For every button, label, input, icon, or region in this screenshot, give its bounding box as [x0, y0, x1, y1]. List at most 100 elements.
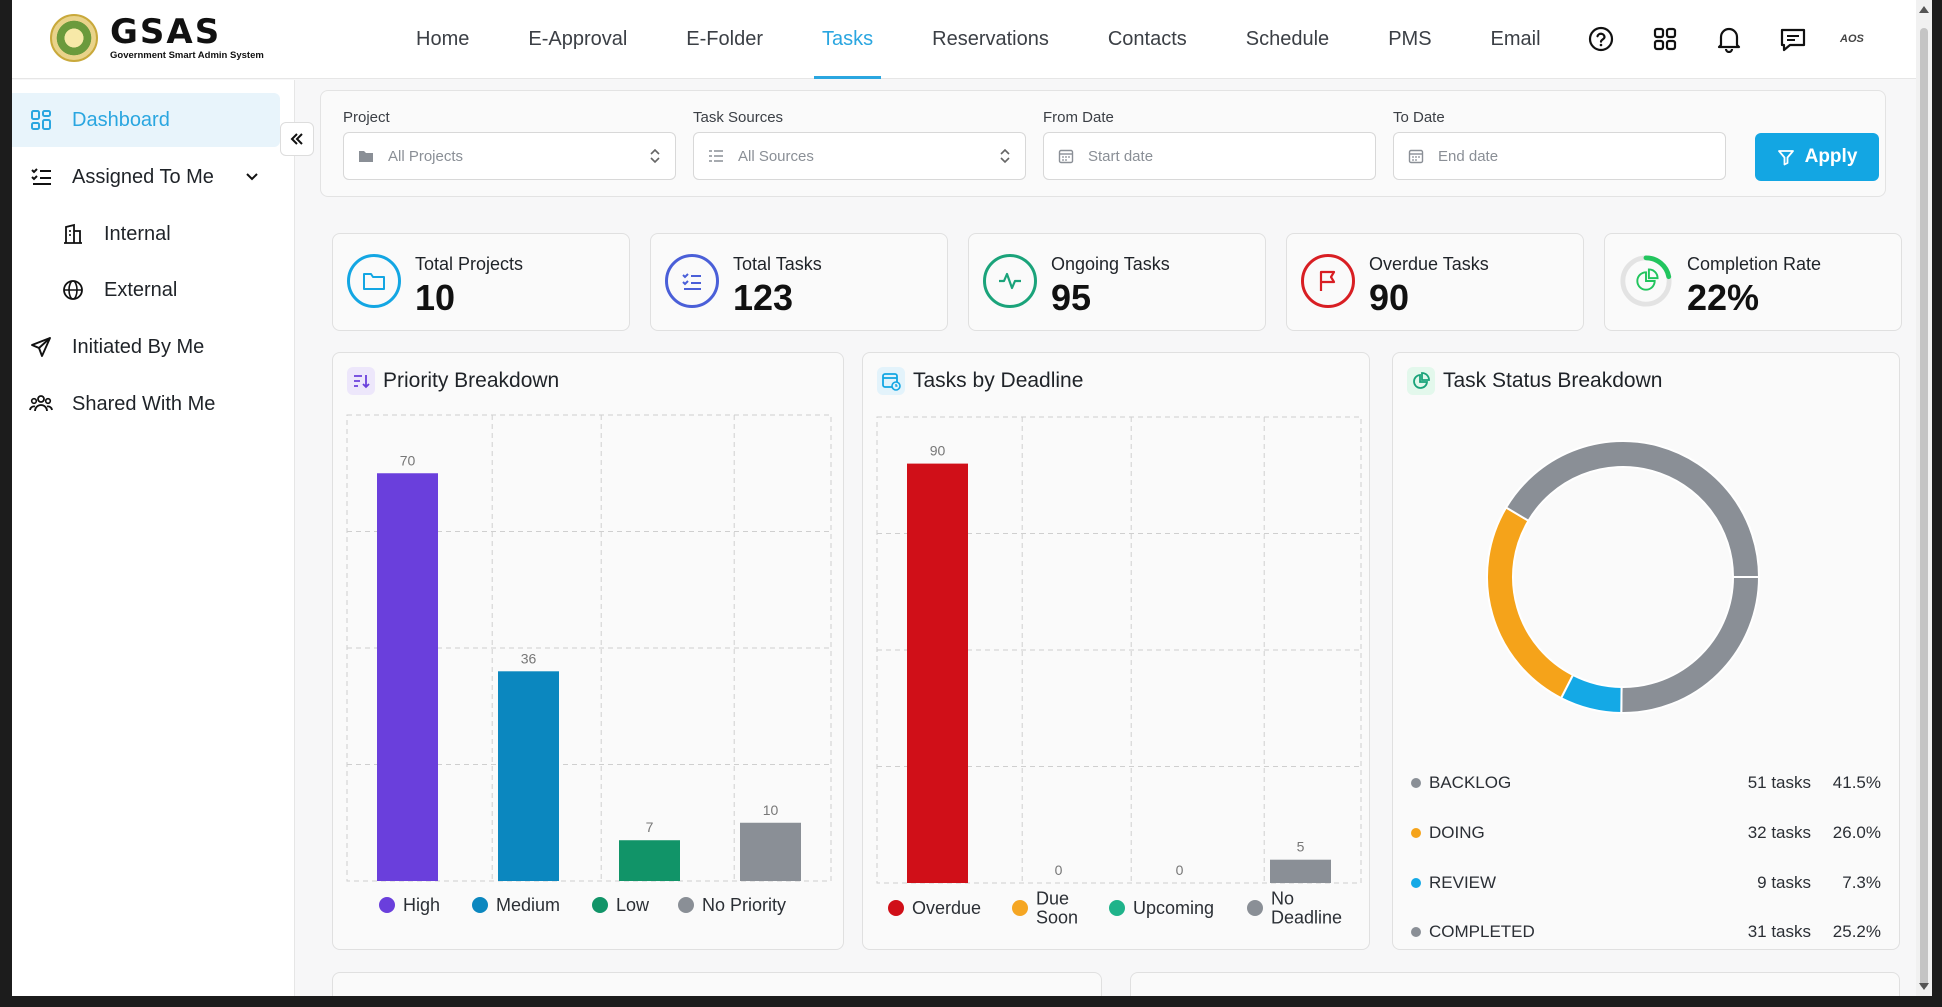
scroll-up-arrow-icon[interactable] [1919, 6, 1929, 13]
legend-label: Deadline [1271, 908, 1342, 928]
logo[interactable]: GSAS Government Smart Admin System [50, 14, 264, 62]
legend-dot [1247, 900, 1263, 916]
sidebar-item-internal[interactable]: Internal [12, 207, 280, 261]
to-date-label: To Date [1393, 109, 1445, 126]
sidebar-item-assigned-to-me[interactable]: Assigned To Me [12, 150, 280, 204]
stat-ongoing-tasks: Ongoing Tasks 95 [968, 233, 1266, 331]
page-scrollbar[interactable] [1916, 0, 1932, 996]
legend-item[interactable]: Upcoming [1109, 898, 1214, 918]
legend-dot [1411, 927, 1421, 937]
sidebar-item-shared-with-me[interactable]: Shared With Me [12, 377, 280, 431]
stat-value: 10 [415, 277, 456, 318]
legend-dot [1411, 778, 1421, 788]
legend-item[interactable]: Low [592, 895, 650, 915]
bell-icon[interactable] [1712, 22, 1746, 56]
bar[interactable] [740, 822, 801, 881]
calendar-icon [1058, 147, 1076, 165]
scroll-down-arrow-icon[interactable] [1919, 983, 1929, 990]
stat-value: 90 [1369, 277, 1410, 318]
sources-select[interactable]: All Sources [693, 132, 1026, 180]
bar-value-label: 36 [521, 650, 537, 666]
nav-home[interactable]: Home [416, 28, 470, 50]
status-percent: 26.0% [1832, 823, 1881, 842]
stat-total-tasks: Total Tasks 123 [650, 233, 948, 331]
apply-button[interactable]: Apply [1755, 133, 1879, 181]
user-avatar[interactable]: AOS [1840, 33, 1864, 45]
collapse-sidebar-button[interactable] [280, 122, 314, 156]
apps-grid-icon[interactable] [1648, 22, 1682, 56]
nav-e-approval[interactable]: E-Approval [528, 28, 628, 50]
priority-breakdown-panel: 70 36 7 10 High Medium Low No Priority Priority… [332, 352, 844, 950]
nav-e-folder[interactable]: E-Folder [686, 28, 763, 50]
scrollbar-thumb[interactable] [1920, 28, 1928, 988]
nav-schedule[interactable]: Schedule [1245, 28, 1330, 50]
stat-value: 95 [1051, 277, 1092, 318]
chat-icon[interactable] [1776, 22, 1810, 56]
nav-email[interactable]: Email [1490, 28, 1541, 50]
legend-item[interactable]: Medium [472, 895, 560, 915]
task-list-icon [665, 254, 719, 308]
legend-dot [1109, 900, 1125, 916]
donut-slice[interactable] [1504, 440, 1761, 578]
sources-filter: Task Sources All Sources [693, 109, 1026, 180]
legend-dot [888, 900, 904, 916]
bar[interactable] [377, 473, 438, 881]
bar-value-label: 10 [763, 802, 779, 818]
bar[interactable] [907, 463, 968, 883]
stat-label: Ongoing Tasks [1051, 254, 1170, 274]
project-select[interactable]: All Projects [343, 132, 676, 180]
bar-value-label: 0 [1176, 862, 1184, 878]
status-legend-row[interactable]: REVIEW 9 tasks 7.3% [1411, 873, 1881, 893]
bar[interactable] [498, 671, 559, 881]
bar-value-label: 5 [1297, 839, 1305, 855]
legend-item[interactable]: High [379, 895, 440, 915]
sources-label: Task Sources [693, 109, 784, 126]
help-icon[interactable] [1584, 22, 1618, 56]
sort-descending-icon [347, 367, 375, 395]
header-actions: AOS [1584, 22, 1880, 56]
bar-value-label: 70 [400, 452, 416, 468]
sidebar-item-label: Initiated By Me [72, 335, 205, 358]
legend-label: Due [1036, 889, 1069, 909]
legend-label: No Priority [702, 895, 786, 915]
panel-title: Task Status Breakdown [1407, 367, 1662, 395]
legend-label: Soon [1036, 908, 1078, 928]
nav-pms[interactable]: PMS [1388, 28, 1432, 50]
sidebar-item-label: External [104, 278, 178, 301]
sidebar-item-external[interactable]: External [12, 263, 280, 317]
bar[interactable] [1270, 859, 1331, 883]
pie-chart-icon [1407, 367, 1435, 395]
legend-dot [1012, 900, 1028, 916]
donut-slice[interactable] [1486, 506, 1575, 700]
sidebar-item-dashboard[interactable]: Dashboard [12, 93, 280, 147]
legend-dot [592, 897, 608, 913]
priority-title: Priority Breakdown [383, 369, 560, 392]
legend-item[interactable]: Overdue [888, 898, 981, 918]
nav-contacts[interactable]: Contacts [1107, 28, 1187, 50]
deadline-title: Tasks by Deadline [913, 369, 1084, 392]
sidebar-item-label: Dashboard [72, 108, 170, 131]
legend-item[interactable]: No Priority [678, 895, 786, 915]
bar[interactable] [619, 840, 680, 881]
sidebar-item-initiated-by-me[interactable]: Initiated By Me [12, 320, 280, 374]
status-legend-row[interactable]: BACKLOG 51 tasks 41.5% [1411, 773, 1881, 793]
project-label: Project [343, 109, 390, 126]
from-date-input[interactable]: Start date [1043, 132, 1376, 180]
project-filter: Project All Projects [343, 109, 676, 180]
status-legend-row[interactable]: COMPLETED 31 tasks 25.2% [1411, 922, 1881, 942]
nav-reservations[interactable]: Reservations [932, 28, 1049, 50]
legend-dot [1411, 878, 1421, 888]
status-legend-row[interactable]: DOING 32 tasks 26.0% [1411, 823, 1881, 843]
legend-dot [472, 897, 488, 913]
brand-subtitle: Government Smart Admin System [110, 49, 264, 61]
stat-value: 123 [733, 277, 794, 318]
status-label: COMPLETED [1429, 922, 1535, 941]
donut-slice[interactable] [1620, 576, 1761, 714]
chevron-down-icon[interactable] [244, 167, 260, 190]
bar-value-label: 90 [930, 443, 946, 459]
nav-tasks[interactable]: Tasks [814, 0, 882, 79]
to-date-input[interactable]: End date [1393, 132, 1726, 180]
